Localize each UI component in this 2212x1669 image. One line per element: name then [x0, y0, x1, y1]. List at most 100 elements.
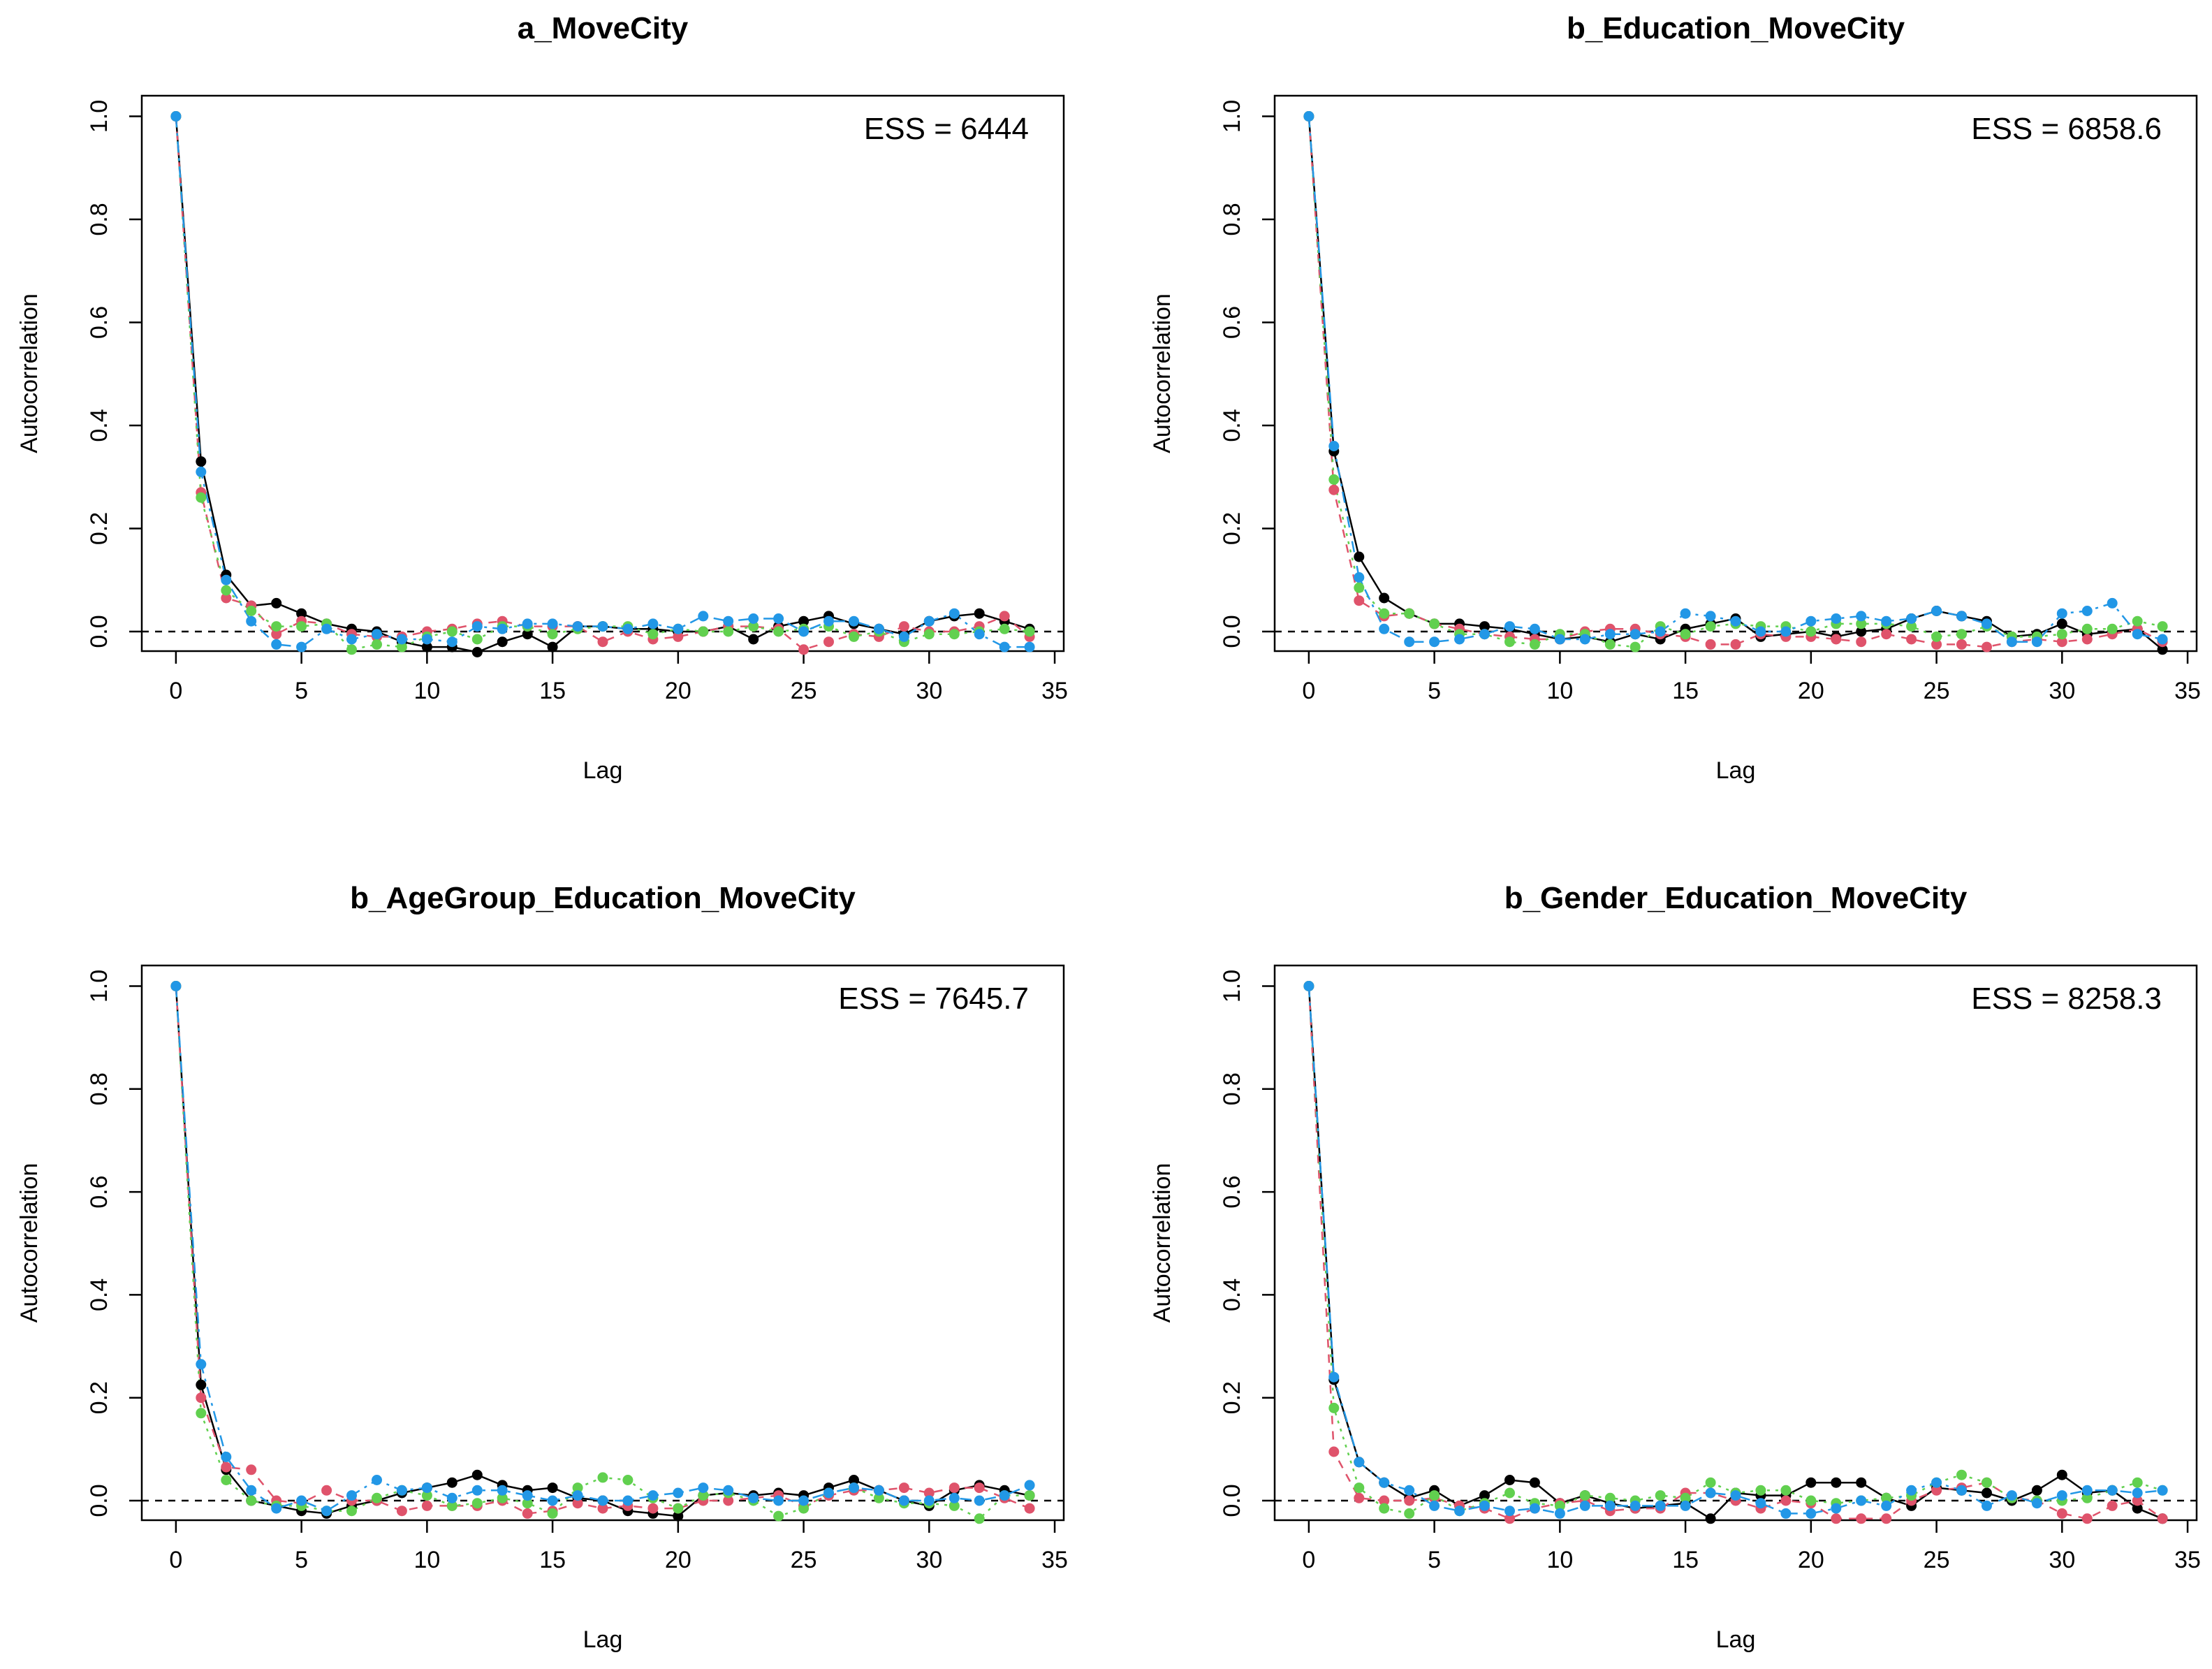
data-point-chain4 [446, 1492, 457, 1503]
data-point-chain1 [1831, 1477, 1842, 1488]
data-point-chain4 [1303, 111, 1314, 122]
ess-annotation: ESS = 6444 [864, 112, 1029, 146]
x-tick-label: 0 [169, 678, 182, 704]
data-point-chain1 [1806, 1477, 1817, 1488]
data-point-chain2 [522, 1508, 533, 1519]
data-point-chain1 [798, 615, 810, 627]
plot-frame [1273, 964, 2198, 1522]
data-point-chain4 [2081, 606, 2093, 616]
data-point-chain3 [1655, 1490, 1666, 1501]
data-point-chain3 [999, 623, 1010, 634]
data-point-chain2 [1856, 636, 1867, 648]
acf-panel: b_Gender_Education_MoveCity 0 5 10 15 20 25 30 3… [1149, 881, 2201, 1653]
data-point-chain4 [1604, 629, 1616, 640]
y-axis-label: Autocorrelation [1149, 1163, 1175, 1323]
data-point-chain4 [698, 611, 709, 622]
data-point-chain2 [2081, 1513, 2093, 1524]
y-tick-label: 0.0 [86, 615, 112, 648]
x-tick-label: 35 [2174, 678, 2201, 704]
x-axis-label: Lag [583, 757, 623, 784]
data-point-chain2 [798, 644, 810, 655]
data-point-chain4 [296, 1495, 307, 1506]
data-point-chain1 [2157, 644, 2168, 655]
data-point-chain1 [2056, 618, 2067, 629]
series-line-chain3 [1308, 116, 2163, 648]
data-point-chain2 [1024, 1503, 1035, 1514]
data-point-chain3 [748, 621, 759, 632]
data-point-chain3 [446, 1500, 457, 1511]
data-point-chain4 [999, 1490, 1010, 1501]
data-point-chain3 [1705, 1477, 1716, 1488]
data-point-chain4 [823, 1487, 834, 1499]
data-point-chain3 [221, 1475, 232, 1485]
data-point-chain2 [1379, 1495, 1390, 1506]
data-point-chain3 [497, 1492, 508, 1503]
data-point-chain2 [2132, 1495, 2143, 1506]
data-point-chain4 [2107, 1485, 2118, 1496]
data-point-chain4 [823, 615, 834, 627]
x-axis-label: Lag [583, 1626, 623, 1653]
data-point-chain3 [271, 621, 282, 632]
data-point-chain4 [898, 1495, 909, 1506]
x-tick-label: 20 [665, 1547, 691, 1573]
data-point-chain3 [246, 606, 257, 616]
data-point-chain4 [1856, 611, 1867, 622]
data-point-chain3 [2157, 621, 2168, 632]
x-tick-label: 0 [169, 1547, 182, 1573]
data-point-chain2 [271, 629, 282, 640]
data-point-chain4 [1906, 613, 1917, 624]
chart-title: a_MoveCity [518, 11, 689, 45]
data-point-chain4 [1454, 634, 1465, 645]
data-point-chain4 [446, 636, 457, 648]
data-point-chain4 [923, 1495, 935, 1506]
data-point-chain4 [572, 621, 583, 632]
data-point-chain4 [1024, 1480, 1035, 1491]
data-point-chain3 [1881, 1492, 1892, 1503]
data-point-chain4 [372, 1475, 382, 1485]
data-point-chain4 [2157, 634, 2168, 645]
data-point-chain1 [849, 1475, 859, 1485]
series-line-chain3 [175, 116, 1030, 651]
data-point-chain3 [723, 626, 734, 637]
data-point-chain2 [1931, 639, 1942, 650]
data-point-chain4 [1579, 634, 1590, 645]
data-point-chain3 [446, 626, 457, 637]
data-point-chain1 [2132, 1503, 2143, 1514]
data-point-chain4 [396, 1485, 407, 1496]
x-tick-label: 15 [1672, 1547, 1699, 1573]
y-tick-label: 1.0 [86, 100, 112, 133]
data-point-chain3 [1956, 1469, 1967, 1480]
data-point-chain4 [2132, 629, 2143, 640]
data-point-chain4 [2006, 1490, 2017, 1501]
data-point-chain2 [1354, 1492, 1365, 1503]
data-point-chain3 [2081, 1492, 2093, 1503]
data-point-chain1 [1529, 1477, 1540, 1488]
data-point-chain4 [1328, 441, 1340, 451]
data-point-chain2 [723, 1495, 734, 1506]
data-point-chain3 [2107, 623, 2118, 634]
x-tick-label: 20 [665, 678, 691, 704]
plot-frame [1273, 94, 2198, 653]
x-tick-label: 0 [1302, 678, 1315, 704]
y-tick-label: 1.0 [1219, 970, 1245, 1003]
data-point-chain4 [522, 618, 533, 629]
x-tick-label: 15 [539, 678, 566, 704]
data-point-chain3 [1328, 474, 1340, 485]
y-tick-label: 0.8 [86, 203, 112, 235]
data-point-chain3 [196, 492, 207, 503]
data-point-chain4 [1579, 1500, 1590, 1511]
data-point-chain2 [221, 1462, 232, 1473]
data-point-chain3 [2132, 615, 2143, 627]
data-point-chain2 [1328, 484, 1340, 495]
data-point-chain2 [1404, 1495, 1415, 1506]
x-tick-label: 15 [1672, 678, 1699, 704]
data-point-chain4 [346, 634, 357, 645]
series-line-chain1 [1308, 116, 2163, 650]
data-point-chain4 [346, 1490, 357, 1501]
data-point-chain4 [170, 111, 182, 122]
series-line-chain3 [175, 986, 1030, 1520]
data-point-chain2 [1354, 595, 1365, 606]
data-point-chain4 [1655, 626, 1666, 637]
data-point-chain4 [1982, 618, 1992, 629]
data-point-chain4 [1806, 615, 1817, 627]
